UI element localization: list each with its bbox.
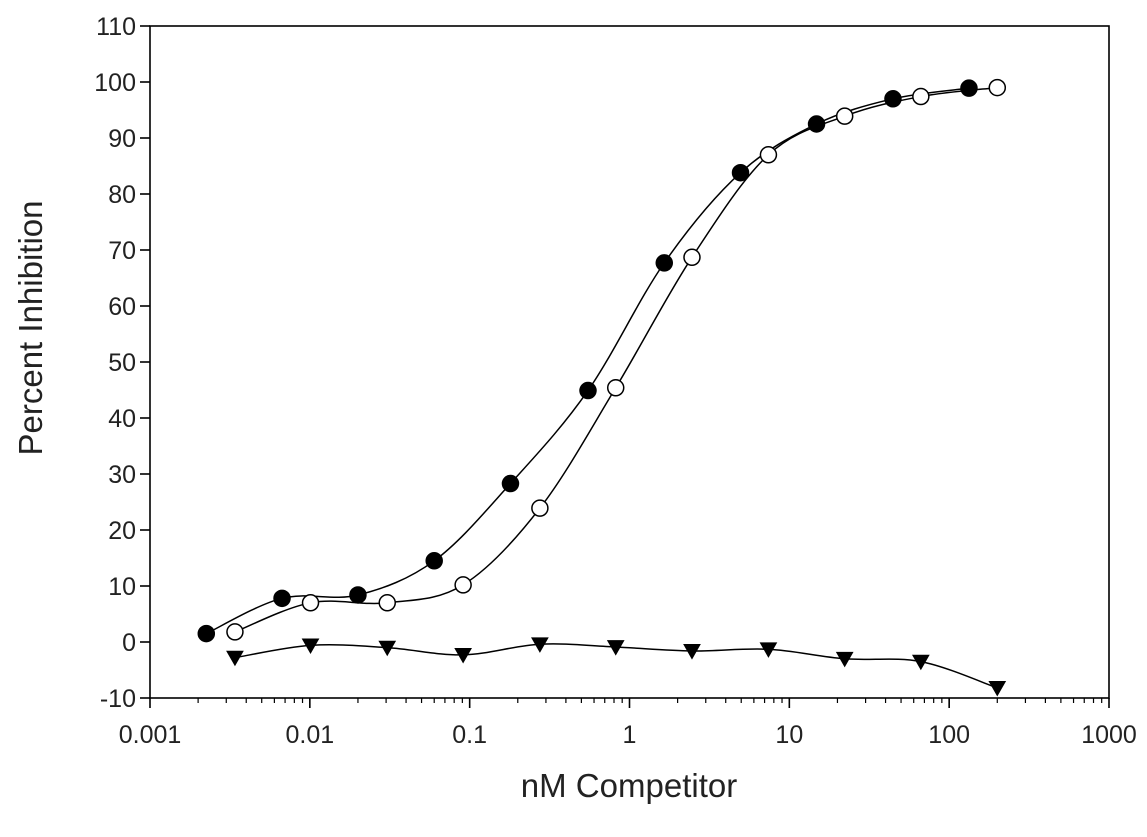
x-tick-label: 100 — [928, 721, 970, 749]
series-2-point — [988, 78, 1007, 97]
series-3-point — [378, 640, 397, 657]
y-tick-label: 70 — [108, 237, 136, 265]
y-axis-title: Percent Inhibition — [12, 201, 49, 456]
series-3-point — [988, 681, 1007, 697]
x-tick-label: 0.01 — [285, 721, 334, 749]
series-1-point — [655, 254, 674, 272]
y-tick-label: 0 — [122, 629, 136, 657]
series-2-point — [301, 594, 320, 612]
y-tick-label: 40 — [108, 405, 136, 433]
series-2-point — [912, 87, 930, 106]
x-tick-label: 10 — [775, 721, 803, 749]
series-1-point — [960, 79, 978, 97]
y-tick-label: 60 — [108, 293, 136, 321]
series-1-point — [425, 552, 443, 570]
y-tick-label: 10 — [108, 573, 136, 601]
y-tick-label: 90 — [108, 125, 136, 153]
series-3-point — [606, 640, 625, 656]
series-1-point — [731, 163, 750, 182]
series-3-point — [454, 647, 472, 664]
series-1-point — [273, 589, 291, 608]
series-3-point — [759, 642, 778, 658]
series-line-2 — [234, 86, 998, 633]
series-2-point — [835, 107, 854, 125]
series-2-point — [226, 623, 244, 641]
y-tick-label: 30 — [108, 461, 136, 489]
series-2-point — [683, 248, 701, 267]
series-line-1 — [205, 87, 970, 635]
y-tick-label: 20 — [108, 517, 136, 545]
series-3-point — [301, 638, 320, 654]
series-3-point — [683, 644, 701, 660]
y-tick-label: -10 — [100, 685, 136, 713]
series-1-point — [579, 381, 597, 400]
series-3-point — [531, 637, 549, 653]
series-2-point — [759, 146, 778, 164]
series-3-point — [911, 654, 930, 671]
series-3-point — [835, 651, 854, 668]
series-1-point — [349, 586, 367, 604]
y-tick-label: 80 — [108, 181, 136, 209]
x-tick-label: 0.1 — [452, 721, 487, 749]
series-2-point — [531, 499, 549, 517]
series-1-point — [807, 115, 826, 133]
series-2-point — [378, 594, 396, 612]
x-tick-label: 1000 — [1081, 721, 1137, 749]
y-tick-label: 50 — [108, 349, 136, 377]
y-tick-label: 110 — [96, 13, 136, 41]
series-1-point — [197, 624, 216, 643]
x-axis-title: nM Competitor — [521, 767, 737, 804]
series-1-point — [501, 474, 520, 493]
x-tick-label: 0.001 — [119, 721, 182, 749]
series-2-point — [454, 576, 472, 594]
series-2-point — [606, 379, 625, 397]
x-tick-label: 1 — [623, 721, 637, 749]
series-3-point — [226, 650, 244, 667]
series-1-point — [884, 90, 902, 108]
y-tick-label: 100 — [94, 69, 136, 97]
